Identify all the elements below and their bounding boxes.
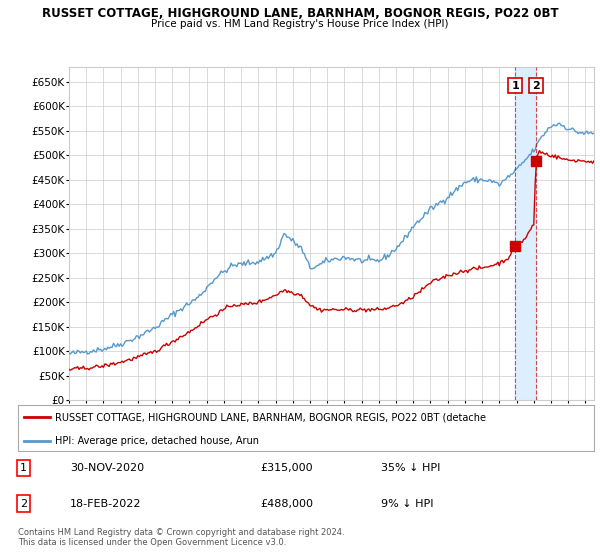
Bar bbox=[515, 67, 536, 400]
Text: £488,000: £488,000 bbox=[260, 498, 313, 508]
Text: Contains HM Land Registry data © Crown copyright and database right 2024.
This d: Contains HM Land Registry data © Crown c… bbox=[18, 528, 344, 547]
Text: RUSSET COTTAGE, HIGHGROUND LANE, BARNHAM, BOGNOR REGIS, PO22 0BT (detache: RUSSET COTTAGE, HIGHGROUND LANE, BARNHAM… bbox=[55, 412, 487, 422]
Text: 2: 2 bbox=[20, 498, 28, 508]
Text: 2: 2 bbox=[532, 81, 540, 91]
Text: 1: 1 bbox=[20, 463, 27, 473]
Text: HPI: Average price, detached house, Arun: HPI: Average price, detached house, Arun bbox=[55, 436, 259, 446]
Text: 30-NOV-2020: 30-NOV-2020 bbox=[70, 463, 144, 473]
Text: 35% ↓ HPI: 35% ↓ HPI bbox=[381, 463, 440, 473]
Text: 1: 1 bbox=[511, 81, 519, 91]
Text: 9% ↓ HPI: 9% ↓ HPI bbox=[381, 498, 433, 508]
Text: 18-FEB-2022: 18-FEB-2022 bbox=[70, 498, 142, 508]
Text: £315,000: £315,000 bbox=[260, 463, 313, 473]
Text: RUSSET COTTAGE, HIGHGROUND LANE, BARNHAM, BOGNOR REGIS, PO22 0BT: RUSSET COTTAGE, HIGHGROUND LANE, BARNHAM… bbox=[41, 7, 559, 20]
Text: Price paid vs. HM Land Registry's House Price Index (HPI): Price paid vs. HM Land Registry's House … bbox=[151, 19, 449, 29]
